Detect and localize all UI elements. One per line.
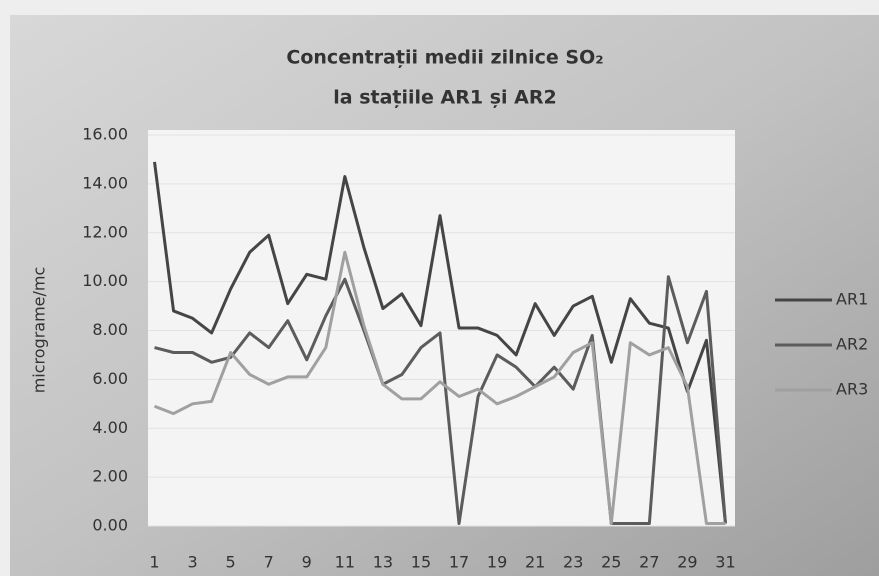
y-tick-label: 12.00	[82, 222, 128, 241]
x-tick-label: 5	[226, 553, 236, 572]
y-axis-label: micrograme/mc	[30, 267, 49, 394]
y-tick-label: 14.00	[82, 173, 128, 192]
legend-label: AR1	[836, 290, 868, 309]
series-line	[153, 250, 726, 526]
y-tick-label: 6.00	[92, 369, 128, 388]
plot-area	[148, 130, 735, 526]
chart-subtitle: la stațiile AR1 și AR2	[333, 87, 556, 109]
y-tick-label: 16.00	[82, 125, 128, 144]
x-tick-label: 23	[563, 553, 583, 572]
x-tick-label: 25	[601, 553, 621, 572]
x-tick-label: 9	[302, 553, 312, 572]
legend-label: AR2	[836, 335, 868, 354]
series-line	[153, 161, 727, 524]
x-tick-label: 15	[411, 553, 431, 572]
x-tick-label: 3	[187, 553, 197, 572]
y-tick-label: 8.00	[92, 320, 128, 339]
y-tick-label: 10.00	[82, 271, 128, 290]
y-tick-label: 4.00	[92, 418, 128, 437]
legend-label: AR3	[836, 380, 868, 399]
chart-title: Concentrații medii zilnice SO₂	[286, 47, 603, 69]
x-tick-label: 11	[335, 553, 355, 572]
x-tick-label: 31	[715, 553, 735, 572]
x-tick-label: 17	[449, 553, 469, 572]
x-tick-label: 19	[487, 553, 507, 572]
y-tick-label: 0.00	[92, 516, 128, 535]
x-tick-label: 27	[639, 553, 659, 572]
series-line	[154, 275, 727, 526]
x-tick-label: 21	[525, 553, 545, 572]
x-tick-label: 7	[264, 553, 274, 572]
x-tick-label: 1	[149, 553, 159, 572]
x-tick-label: 29	[677, 553, 697, 572]
x-tick-label: 13	[373, 553, 393, 572]
y-tick-label: 2.00	[92, 467, 128, 486]
